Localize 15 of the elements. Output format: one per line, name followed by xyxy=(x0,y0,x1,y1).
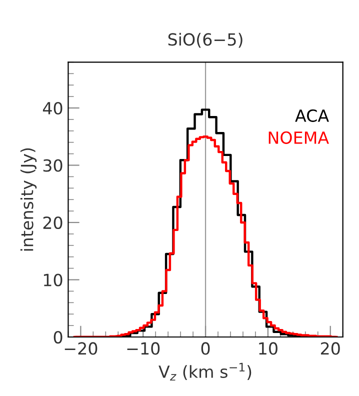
chart-title: SiO(6−5) xyxy=(168,32,242,48)
x-tick-label: 0 xyxy=(201,342,210,355)
y-tick-label: 30 xyxy=(43,159,62,172)
y-tick-label: 10 xyxy=(44,274,62,286)
text: ACA xyxy=(295,109,329,122)
x-axis-title: V$_{z}$ (km s$^{−1}$) xyxy=(158,362,252,381)
y-axis-title: intensity (Jy) xyxy=(20,148,37,251)
x-tick-label: 20 xyxy=(320,342,340,355)
x-tick-label: −10 xyxy=(127,342,160,355)
y-tick-label: 0 xyxy=(54,330,62,344)
x-tick-label: 10 xyxy=(259,342,278,355)
text: NOEMA xyxy=(268,131,329,144)
y-tick-label: 40 xyxy=(42,102,62,115)
x-tick-label: −20 xyxy=(64,342,98,355)
y-tick-label: 20 xyxy=(43,216,62,230)
